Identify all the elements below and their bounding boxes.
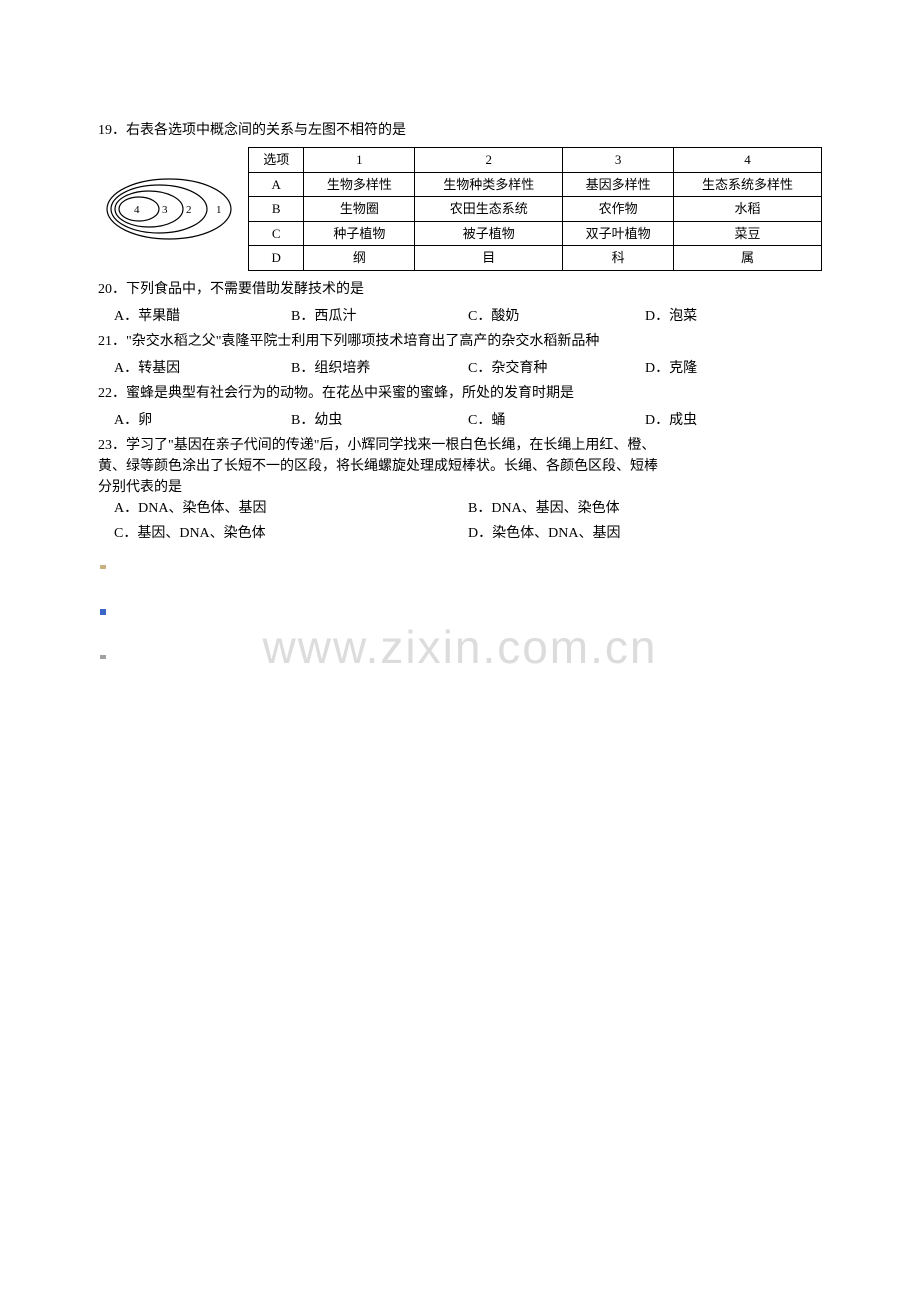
td: 纲 bbox=[304, 246, 415, 271]
concentric-ellipses-icon: 4 3 2 1 bbox=[104, 174, 234, 244]
question-21: 21．"杂交水稻之父"袁隆平院士利用下列哪项技术培育出了高产的杂交水稻新品种 A… bbox=[98, 331, 822, 379]
option-a: A．苹果醋 bbox=[114, 306, 291, 327]
page-content: 19．右表各选项中概念间的关系与左图不相符的是 4 3 2 1 bbox=[0, 0, 920, 544]
td: 生物多样性 bbox=[304, 172, 415, 197]
table-row: B 生物圈 农田生态系统 农作物 水稻 bbox=[249, 197, 822, 222]
option-b: B．西瓜汁 bbox=[291, 306, 468, 327]
q20-options: A．苹果醋 B．西瓜汁 C．酸奶 D．泡菜 bbox=[98, 306, 822, 327]
q19-diagram-wrap: 4 3 2 1 bbox=[98, 174, 248, 244]
q23-options-row1: A．DNA、染色体、基因 B．DNA、基因、染色体 bbox=[98, 498, 822, 519]
td: 生态系统多样性 bbox=[674, 172, 822, 197]
option-d: D．泡菜 bbox=[645, 306, 822, 327]
td: 科 bbox=[563, 246, 674, 271]
table-row: D 纲 目 科 属 bbox=[249, 246, 822, 271]
table-row: C 种子植物 被子植物 双子叶植物 菜豆 bbox=[249, 221, 822, 246]
th: 3 bbox=[563, 148, 674, 173]
q20-prompt: 20．下列食品中，不需要借助发酵技术的是 bbox=[98, 279, 822, 300]
svg-text:3: 3 bbox=[162, 204, 168, 216]
option-b: B．组织培养 bbox=[291, 358, 468, 379]
q23-line1: 23．学习了"基因在亲子代间的传递"后，小辉同学找来一根白色长绳，在长绳上用红、… bbox=[98, 435, 822, 456]
option-b: B．幼虫 bbox=[291, 410, 468, 431]
option-c: C．杂交育种 bbox=[468, 358, 645, 379]
td: 种子植物 bbox=[304, 221, 415, 246]
td: A bbox=[249, 172, 304, 197]
td: 菜豆 bbox=[674, 221, 822, 246]
td: 水稻 bbox=[674, 197, 822, 222]
td: 双子叶植物 bbox=[563, 221, 674, 246]
option-c: C．酸奶 bbox=[468, 306, 645, 327]
option-a: A．转基因 bbox=[114, 358, 291, 379]
margin-dot-icon bbox=[100, 565, 106, 569]
td: 农田生态系统 bbox=[415, 197, 563, 222]
option-d: D．染色体、DNA、基因 bbox=[468, 523, 822, 544]
td: B bbox=[249, 197, 304, 222]
td: 农作物 bbox=[563, 197, 674, 222]
td: 目 bbox=[415, 246, 563, 271]
td: C bbox=[249, 221, 304, 246]
margin-dot-icon bbox=[100, 609, 106, 615]
option-d: D．克隆 bbox=[645, 358, 822, 379]
svg-text:2: 2 bbox=[186, 204, 192, 216]
margin-dot-icon bbox=[100, 655, 106, 659]
option-b: B．DNA、基因、染色体 bbox=[468, 498, 822, 519]
q19-prompt: 19．右表各选项中概念间的关系与左图不相符的是 bbox=[98, 120, 822, 141]
td: 生物种类多样性 bbox=[415, 172, 563, 197]
td: 基因多样性 bbox=[563, 172, 674, 197]
question-20: 20．下列食品中，不需要借助发酵技术的是 A．苹果醋 B．西瓜汁 C．酸奶 D．… bbox=[98, 279, 822, 327]
td: 生物圈 bbox=[304, 197, 415, 222]
q19-table: 选项 1 2 3 4 A 生物多样性 生物种类多样性 基因多样性 生态系统多样性… bbox=[248, 147, 822, 271]
table-row: A 生物多样性 生物种类多样性 基因多样性 生态系统多样性 bbox=[249, 172, 822, 197]
q21-prompt: 21．"杂交水稻之父"袁隆平院士利用下列哪项技术培育出了高产的杂交水稻新品种 bbox=[98, 331, 822, 352]
q23-line3: 分别代表的是 bbox=[98, 477, 822, 498]
th: 4 bbox=[674, 148, 822, 173]
th: 1 bbox=[304, 148, 415, 173]
option-c: C．蛹 bbox=[468, 410, 645, 431]
td: 被子植物 bbox=[415, 221, 563, 246]
q22-prompt: 22．蜜蜂是典型有社会行为的动物。在花丛中采蜜的蜜蜂，所处的发育时期是 bbox=[98, 383, 822, 404]
table-row: 选项 1 2 3 4 bbox=[249, 148, 822, 173]
svg-text:1: 1 bbox=[216, 204, 222, 216]
th: 2 bbox=[415, 148, 563, 173]
option-d: D．成虫 bbox=[645, 410, 822, 431]
q23-line2: 黄、绿等颜色涂出了长短不一的区段，将长绳螺旋处理成短棒状。长绳、各颜色区段、短棒 bbox=[98, 456, 822, 477]
margin-marks bbox=[100, 565, 106, 699]
watermark-text: www.zixin.com.cn bbox=[263, 620, 658, 674]
td: D bbox=[249, 246, 304, 271]
question-19: 19．右表各选项中概念间的关系与左图不相符的是 4 3 2 1 bbox=[98, 120, 822, 271]
svg-text:4: 4 bbox=[134, 204, 140, 216]
q23-options-row2: C．基因、DNA、染色体 D．染色体、DNA、基因 bbox=[98, 523, 822, 544]
th: 选项 bbox=[249, 148, 304, 173]
q19-body: 4 3 2 1 选项 1 2 3 4 A 生物多样性 bbox=[98, 147, 822, 271]
option-a: A．卵 bbox=[114, 410, 291, 431]
q21-options: A．转基因 B．组织培养 C．杂交育种 D．克隆 bbox=[98, 358, 822, 379]
td: 属 bbox=[674, 246, 822, 271]
option-a: A．DNA、染色体、基因 bbox=[114, 498, 468, 519]
question-22: 22．蜜蜂是典型有社会行为的动物。在花丛中采蜜的蜜蜂，所处的发育时期是 A．卵 … bbox=[98, 383, 822, 431]
q22-options: A．卵 B．幼虫 C．蛹 D．成虫 bbox=[98, 410, 822, 431]
option-c: C．基因、DNA、染色体 bbox=[114, 523, 468, 544]
question-23: 23．学习了"基因在亲子代间的传递"后，小辉同学找来一根白色长绳，在长绳上用红、… bbox=[98, 435, 822, 544]
